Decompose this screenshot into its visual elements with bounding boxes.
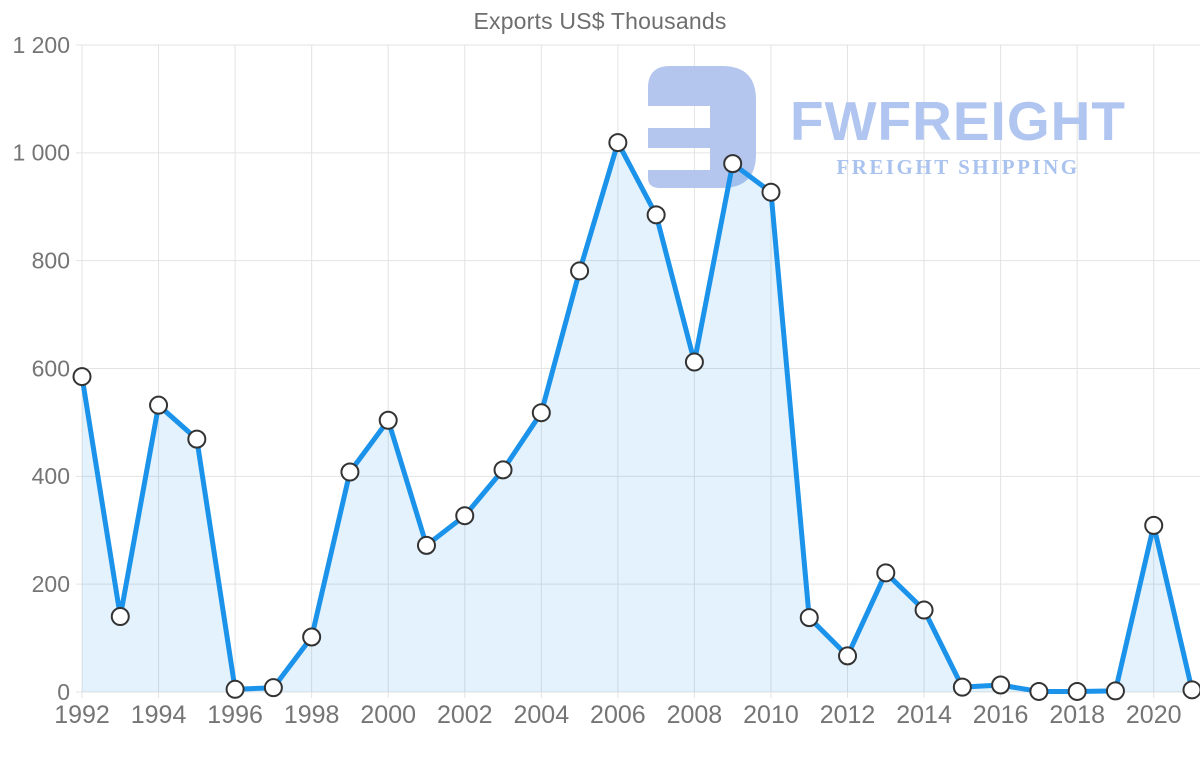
data-point-2001[interactable] — [416, 535, 436, 555]
data-point-1994[interactable] — [149, 395, 169, 415]
data-point-2009[interactable] — [723, 154, 743, 174]
x-axis-tick-label: 1998 — [284, 701, 340, 729]
data-point-2012[interactable] — [838, 646, 858, 666]
data-point-1992[interactable] — [72, 367, 92, 387]
data-point-2002[interactable] — [455, 506, 475, 526]
x-axis-tick-label: 1992 — [54, 701, 110, 729]
data-point-2008[interactable] — [684, 352, 704, 372]
data-point-2011[interactable] — [799, 608, 819, 628]
x-axis-tick-label: 2018 — [1049, 701, 1105, 729]
data-point-2007[interactable] — [646, 205, 666, 225]
x-axis-tick-label: 2020 — [1126, 701, 1182, 729]
chart-title: Exports US$ Thousands — [473, 8, 727, 34]
x-axis-tick-label: 2016 — [973, 701, 1029, 729]
data-point-1995[interactable] — [187, 429, 207, 449]
x-axis-tick-label: 2012 — [820, 701, 876, 729]
data-point-2021[interactable] — [1182, 680, 1200, 700]
y-axis-tick-label: 400 — [32, 463, 70, 489]
y-axis-tick-label: 0 — [57, 679, 70, 705]
data-point-2000[interactable] — [378, 410, 398, 430]
x-axis-tick-label: 2014 — [896, 701, 952, 729]
y-axis-tick-label: 600 — [32, 355, 70, 381]
data-point-1993[interactable] — [110, 607, 130, 627]
data-point-2018[interactable] — [1067, 681, 1087, 701]
data-point-1996[interactable] — [225, 679, 245, 699]
data-point-1998[interactable] — [302, 627, 322, 647]
x-axis-tick-label: 2002 — [437, 701, 493, 729]
data-point-2004[interactable] — [531, 403, 551, 423]
logo-text: FWFREIGHT FREIGHT SHIPPING — [772, 94, 1144, 180]
x-axis-tick-label: 2000 — [360, 701, 416, 729]
data-point-2013[interactable] — [876, 563, 896, 583]
data-point-2005[interactable] — [570, 261, 590, 281]
x-axis-tick-label: 2004 — [513, 701, 569, 729]
y-axis-tick-label: 1 000 — [12, 140, 70, 166]
data-point-2014[interactable] — [914, 600, 934, 620]
x-axis-tick-label: 2006 — [590, 701, 646, 729]
data-point-2003[interactable] — [493, 460, 513, 480]
data-point-2015[interactable] — [952, 677, 972, 697]
logo-brand-text: FWFREIGHT — [790, 90, 1126, 152]
y-axis-tick-label: 200 — [32, 571, 70, 597]
data-point-2010[interactable] — [761, 182, 781, 202]
logo-tagline-text: FREIGHT SHIPPING — [836, 155, 1080, 179]
data-point-1997[interactable] — [263, 678, 283, 698]
x-axis-tick-label: 2008 — [667, 701, 723, 729]
data-point-2017[interactable] — [1029, 681, 1049, 701]
data-point-2006[interactable] — [608, 133, 628, 153]
x-axis-tick-label: 1994 — [131, 701, 187, 729]
data-point-2019[interactable] — [1105, 681, 1125, 701]
y-axis-tick-label: 1 200 — [12, 32, 70, 58]
x-axis-tick-label: 2010 — [743, 701, 799, 729]
data-point-2016[interactable] — [991, 675, 1011, 695]
data-point-1999[interactable] — [340, 462, 360, 482]
y-axis-tick-label: 800 — [32, 247, 70, 273]
logo: FWFREIGHT FREIGHT SHIPPING — [648, 66, 1144, 188]
x-axis-tick-label: 1996 — [207, 701, 263, 729]
data-point-2020[interactable] — [1144, 515, 1164, 535]
